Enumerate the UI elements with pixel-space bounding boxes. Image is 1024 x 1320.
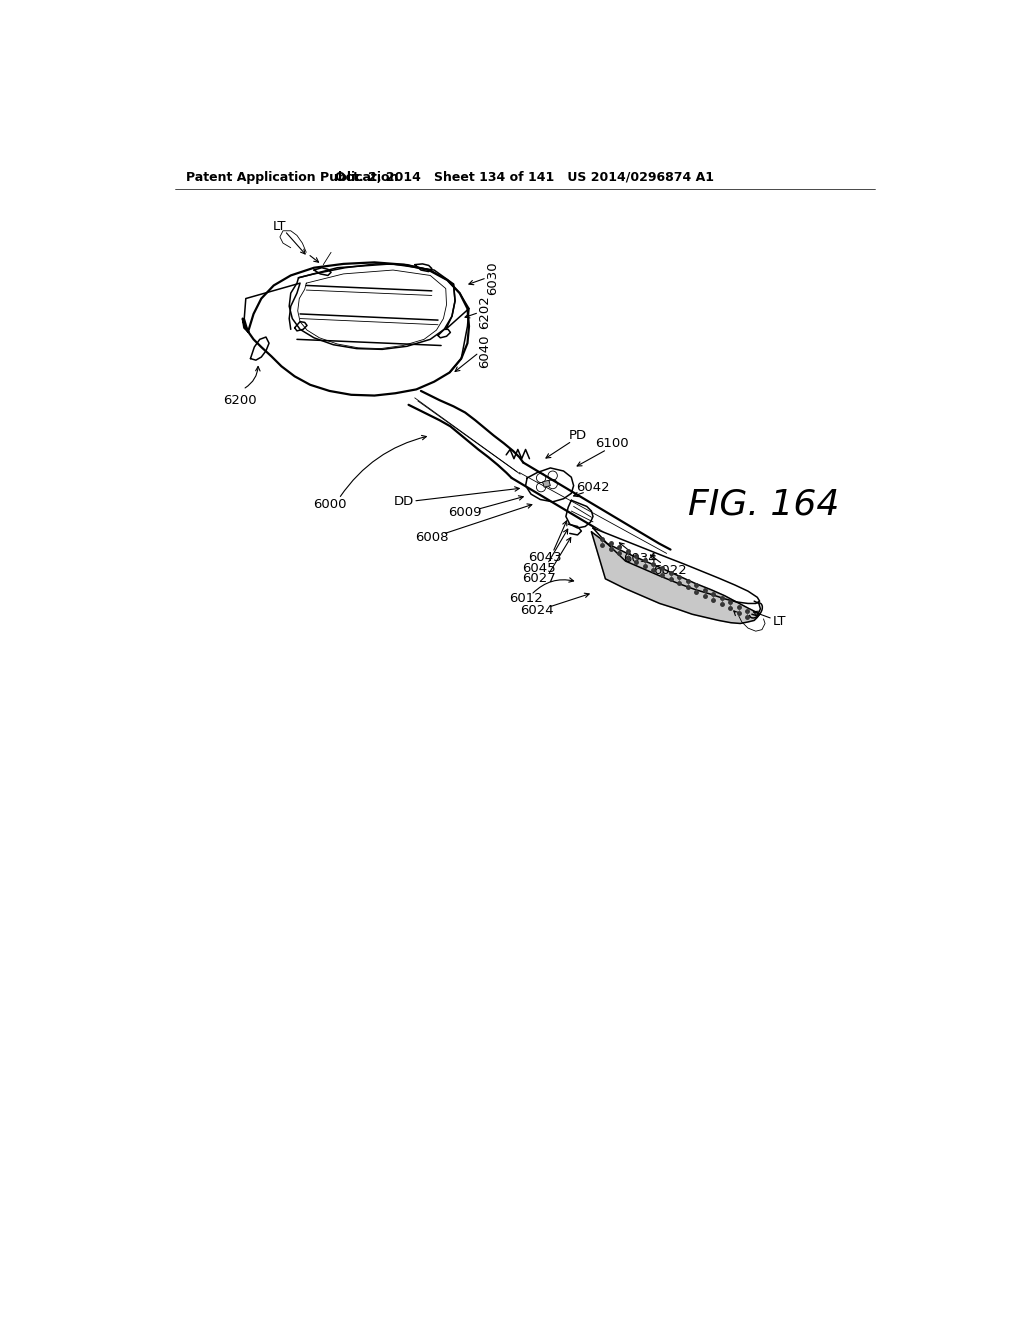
Text: 6202: 6202 [478,296,490,329]
Text: 6024: 6024 [520,603,554,616]
Text: 6030: 6030 [485,261,499,294]
Text: Oct. 2, 2014   Sheet 134 of 141   US 2014/0296874 A1: Oct. 2, 2014 Sheet 134 of 141 US 2014/02… [335,172,715,185]
Text: 6043: 6043 [528,550,562,564]
Text: 6042: 6042 [577,480,610,494]
Text: 6009: 6009 [449,506,482,519]
Text: 6200: 6200 [223,395,257,408]
Text: LT: LT [772,615,785,628]
Text: LT: LT [272,219,286,232]
Text: Patent Application Publication: Patent Application Publication [186,172,398,185]
Text: 6012: 6012 [509,593,543,606]
Text: 6000: 6000 [312,499,346,511]
Polygon shape [543,480,550,487]
Text: 6027: 6027 [522,573,556,585]
Text: 6045: 6045 [522,561,556,574]
Polygon shape [592,532,760,623]
Text: 6022: 6022 [653,564,687,577]
Polygon shape [593,528,760,603]
Text: PD: PD [568,429,587,442]
Text: 6008: 6008 [415,531,449,544]
Text: 6100: 6100 [596,437,629,450]
Text: DD: DD [394,495,414,508]
Text: 6040: 6040 [478,334,490,368]
Text: 6034: 6034 [623,552,656,565]
Text: FIG. 164: FIG. 164 [688,488,840,521]
